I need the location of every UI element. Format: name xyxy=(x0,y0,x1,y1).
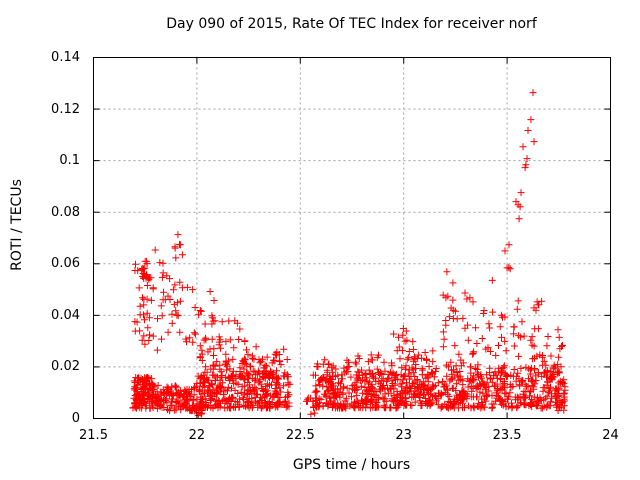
x-tick-label: 24 xyxy=(602,428,619,443)
y-tick-label: 0.06 xyxy=(51,256,80,272)
plot-border xyxy=(93,57,611,419)
y-tick-label: 0.04 xyxy=(51,307,80,323)
x-axis-label: GPS time / hours xyxy=(292,457,411,473)
y-tick-label: 0.12 xyxy=(51,101,80,117)
y-tick-label: 0.02 xyxy=(51,359,80,375)
y-tick-label: 0 xyxy=(71,411,80,426)
y-tick-label: 0.1 xyxy=(59,153,80,169)
chart-title: Day 090 of 2015, Rate Of TEC Index for r… xyxy=(166,16,537,32)
x-tick-label: 23.5 xyxy=(492,428,522,443)
y-tick-label: 0.08 xyxy=(51,204,80,220)
x-tick-label: 21.5 xyxy=(79,428,108,443)
x-tick-label: 22 xyxy=(188,428,206,443)
x-tick-label: 22.5 xyxy=(285,428,315,443)
x-tick-label: 23 xyxy=(395,428,412,443)
data-points xyxy=(129,89,569,419)
y-tick-label: 0.14 xyxy=(51,50,80,65)
